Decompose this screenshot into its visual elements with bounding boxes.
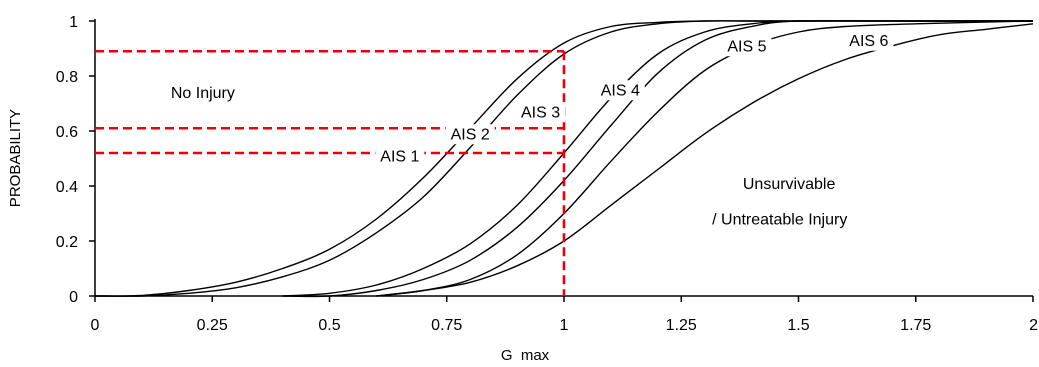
x-tick-label: 1.5 xyxy=(787,317,809,334)
label-knockout xyxy=(516,102,566,123)
y-tick-label: 1 xyxy=(69,14,78,31)
annotation-ais-5: AIS 5 xyxy=(727,38,766,55)
y-tick-label: 0.2 xyxy=(56,234,78,251)
x-tick-label: 1.75 xyxy=(900,317,931,334)
label-knockout xyxy=(375,146,425,167)
y-axis-title: PROBABILITY xyxy=(7,109,24,207)
x-tick-label: 0.5 xyxy=(318,317,340,334)
plot-area: 0 0.25 0.5 0.75 1 1.25 1.5 1.75 2 0 0.2 0.4 0.6 0.8 1 N… xyxy=(56,14,1038,334)
y-tick-label: 0.6 xyxy=(56,124,78,141)
annotation-untreatable-injury: / Untreatable Injury xyxy=(712,212,847,229)
annotation-no-injury: No Injury xyxy=(171,85,235,102)
curve-ais-4 xyxy=(282,19,1033,298)
annotation-ais-6: AIS 6 xyxy=(849,33,888,50)
label-knockout xyxy=(445,124,495,145)
label-knockout xyxy=(844,30,894,51)
curve-ais-6 xyxy=(376,23,1034,297)
y-tick-label: 0.4 xyxy=(56,179,78,196)
x-tick-label: 0 xyxy=(91,317,100,334)
annotation-ais-2: AIS 2 xyxy=(451,126,490,143)
x-tick-label: 0.75 xyxy=(431,317,462,334)
annotation-ais-1: AIS 1 xyxy=(380,148,419,165)
x-tick-label: 2 xyxy=(1029,317,1038,334)
x-tick-label: 1 xyxy=(560,317,569,334)
y-tick-label: 0 xyxy=(69,289,78,306)
x-tick-label: 0.25 xyxy=(197,317,228,334)
label-knockout xyxy=(595,80,645,101)
annotation-ais-3: AIS 3 xyxy=(521,104,560,121)
annotation-ais-4: AIS 4 xyxy=(601,82,640,99)
x-axis-title: G max xyxy=(501,347,550,364)
curve-ais-5 xyxy=(376,20,1034,297)
x-tick-label: 1.25 xyxy=(666,317,697,334)
annotation-unsurvivable: Unsurvivable xyxy=(743,176,836,193)
y-tick-label: 0.8 xyxy=(56,69,78,86)
label-knockout xyxy=(722,36,772,57)
